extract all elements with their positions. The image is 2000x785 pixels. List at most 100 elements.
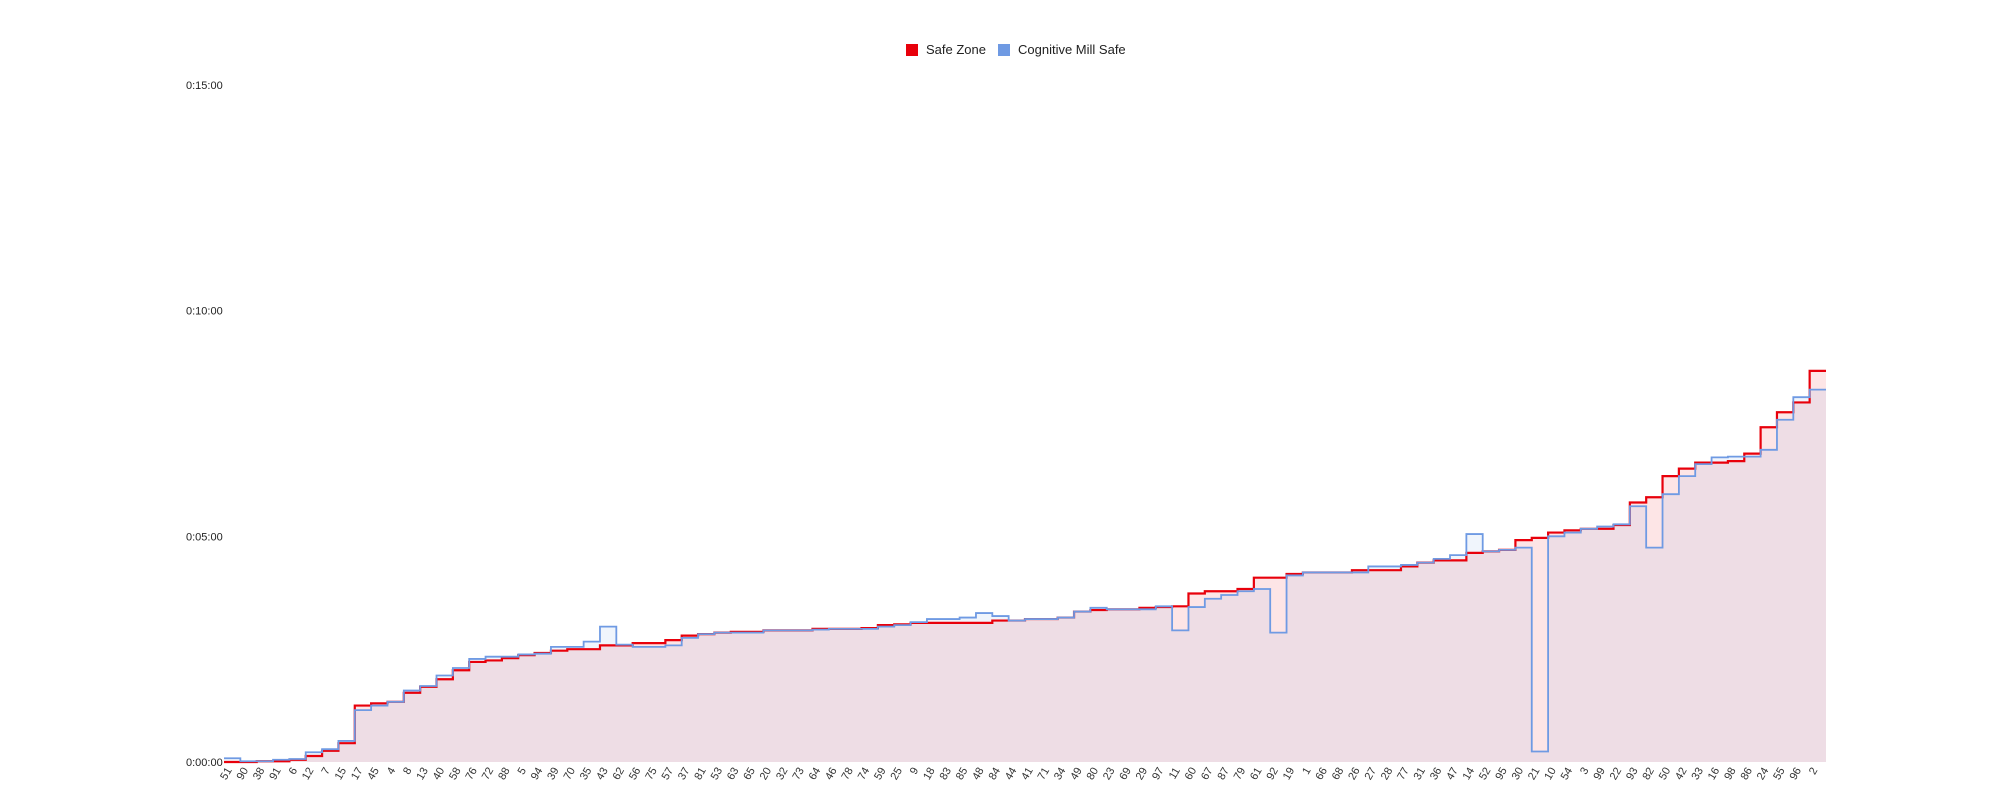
x-tick-label: 78 <box>839 766 856 783</box>
x-tick-label: 83 <box>938 766 955 783</box>
x-tick-label: 60 <box>1183 765 1200 782</box>
x-tick-label: 59 <box>872 765 889 782</box>
x-tick-label: 65 <box>741 766 758 783</box>
series-area-safe-zone <box>224 370 1826 762</box>
x-tick-label: 90 <box>235 765 252 782</box>
x-tick-label: 16 <box>1706 765 1723 782</box>
x-tick-label: 44 <box>1003 766 1020 783</box>
legend-label-safe-zone: Safe Zone <box>926 42 986 57</box>
x-tick-label: 74 <box>856 765 873 782</box>
x-tick-label: 26 <box>1346 765 1363 782</box>
x-tick-label: 3 <box>1578 766 1591 777</box>
x-tick-label: 77 <box>1395 765 1412 782</box>
x-tick-label: 28 <box>1379 766 1396 783</box>
x-tick-label: 56 <box>627 766 644 783</box>
x-tick-label: 70 <box>562 766 579 783</box>
x-tick-label: 71 <box>1036 765 1053 782</box>
y-tick-label: 0:00:00 <box>186 757 223 769</box>
x-tick-label: 29 <box>1134 765 1151 782</box>
x-tick-label: 33 <box>1689 766 1706 783</box>
x-tick-label: 72 <box>480 765 497 782</box>
x-tick-label: 6 <box>287 765 300 776</box>
x-tick-label: 95 <box>1493 765 1510 782</box>
series-line-cognitive-mill-safe <box>224 388 1826 763</box>
x-tick-label: 85 <box>954 766 971 783</box>
x-tick-label: 93 <box>1624 765 1641 782</box>
legend-swatch-cognitive-mill-safe <box>998 44 1010 56</box>
x-tick-label: 86 <box>1739 766 1756 783</box>
x-tick-label: 43 <box>594 765 611 782</box>
x-tick-label: 97 <box>1150 766 1167 783</box>
legend-item-safe-zone[interactable]: Safe Zone <box>906 42 986 57</box>
x-tick-label: 46 <box>823 765 840 782</box>
x-tick-label: 11 <box>1167 766 1183 782</box>
x-tick-label: 58 <box>447 765 464 782</box>
x-tick-label: 24 <box>1755 766 1772 783</box>
x-axis: 51 90 38 91 6 12 7 15 17 45 4 8 13 40 58 76 72 88 5 94 39 70 3… <box>218 765 1820 782</box>
x-tick-label: 48 <box>970 765 987 782</box>
x-tick-label: 12 <box>300 766 317 783</box>
x-tick-label: 10 <box>1542 766 1559 783</box>
x-tick-label: 27 <box>1363 766 1380 783</box>
x-tick-label: 17 <box>349 766 366 783</box>
x-tick-label: 96 <box>1788 766 1805 783</box>
y-axis: 0:00:00 0:05:00 0:10:00 0:15:00 <box>186 80 223 769</box>
x-tick-label: 49 <box>1068 765 1085 782</box>
x-tick-label: 9 <box>908 765 921 776</box>
x-tick-label: 4 <box>385 765 398 776</box>
x-tick-label: 1 <box>1300 765 1313 776</box>
x-tick-label: 57 <box>660 765 677 782</box>
x-tick-label: 20 <box>758 765 775 782</box>
legend-item-cognitive-mill-safe[interactable]: Cognitive Mill Safe <box>998 42 1126 57</box>
x-tick-label: 38 <box>251 766 268 783</box>
x-tick-label: 2 <box>1807 766 1820 777</box>
plot-area <box>224 369 1826 764</box>
x-tick-label: 25 <box>888 766 905 783</box>
x-tick-label: 50 <box>1657 765 1674 782</box>
y-tick-label: 0:05:00 <box>186 531 223 543</box>
x-tick-label: 19 <box>1281 765 1298 782</box>
x-tick-label: 45 <box>365 766 382 783</box>
x-tick-label: 84 <box>987 766 1004 783</box>
legend-swatch-safe-zone <box>906 44 918 56</box>
x-tick-label: 52 <box>1477 766 1494 783</box>
x-tick-label: 23 <box>1101 766 1118 783</box>
x-tick-label: 64 <box>807 765 824 782</box>
x-tick-label: 35 <box>578 766 595 783</box>
x-tick-label: 7 <box>319 766 332 777</box>
x-tick-label: 62 <box>611 766 628 783</box>
x-tick-label: 73 <box>790 766 807 783</box>
x-tick-label: 42 <box>1673 765 1690 782</box>
x-tick-label: 98 <box>1722 765 1739 782</box>
x-tick-label: 15 <box>333 765 350 782</box>
x-tick-label: 81 <box>692 765 709 782</box>
x-tick-label: 32 <box>774 766 791 783</box>
x-tick-label: 36 <box>1428 766 1445 783</box>
x-tick-label: 88 <box>496 765 513 782</box>
legend-label-cognitive-mill-safe: Cognitive Mill Safe <box>1018 42 1126 57</box>
x-tick-label: 55 <box>1771 765 1788 782</box>
x-tick-label: 68 <box>1330 766 1347 783</box>
x-tick-label: 22 <box>1608 765 1625 782</box>
x-tick-label: 37 <box>676 766 693 783</box>
x-tick-label: 67 <box>1199 766 1216 783</box>
x-tick-label: 80 <box>1085 765 1102 782</box>
x-tick-label: 94 <box>529 766 546 783</box>
x-tick-label: 79 <box>1232 765 1249 782</box>
x-tick-label: 61 <box>1248 765 1265 782</box>
x-tick-label: 91 <box>267 765 284 782</box>
y-tick-label: 0:10:00 <box>186 306 223 318</box>
x-tick-label: 76 <box>463 766 480 783</box>
x-tick-label: 41 <box>1019 765 1036 782</box>
x-tick-label: 14 <box>1461 765 1478 782</box>
x-tick-label: 47 <box>1444 765 1461 782</box>
x-tick-label: 87 <box>1215 766 1232 783</box>
x-tick-label: 66 <box>1314 766 1331 783</box>
x-tick-label: 34 <box>1052 766 1069 783</box>
x-tick-label: 51 <box>218 765 235 782</box>
x-tick-label: 31 <box>1412 766 1429 783</box>
x-tick-label: 69 <box>1117 766 1134 783</box>
x-tick-label: 30 <box>1510 765 1527 782</box>
x-tick-label: 40 <box>431 765 448 782</box>
